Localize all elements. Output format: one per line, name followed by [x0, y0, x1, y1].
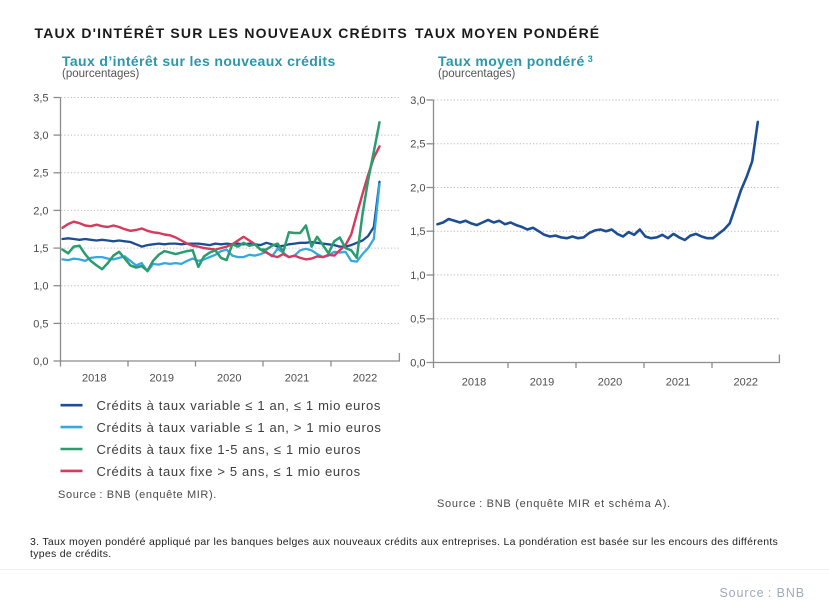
svg-text:1,5: 1,5: [33, 243, 48, 255]
svg-text:2,5: 2,5: [33, 168, 48, 180]
svg-text:2022: 2022: [734, 377, 758, 389]
svg-text:2,0: 2,0: [33, 205, 48, 217]
svg-text:0,5: 0,5: [33, 318, 48, 330]
svg-text:2020: 2020: [217, 373, 241, 385]
svg-text:3,5: 3,5: [33, 92, 48, 104]
svg-text:0,0: 0,0: [410, 357, 425, 369]
svg-text:2021: 2021: [285, 373, 309, 385]
svg-text:1,0: 1,0: [410, 270, 425, 282]
svg-text:0,5: 0,5: [410, 314, 425, 326]
svg-text:2019: 2019: [530, 377, 554, 389]
svg-text:3,0: 3,0: [410, 95, 425, 107]
svg-text:2021: 2021: [666, 377, 690, 389]
svg-text:2,5: 2,5: [410, 139, 425, 151]
svg-text:1,0: 1,0: [33, 281, 48, 293]
svg-text:2018: 2018: [462, 377, 486, 389]
svg-text:2020: 2020: [598, 377, 622, 389]
svg-text:3,0: 3,0: [33, 130, 48, 142]
svg-text:2018: 2018: [82, 373, 106, 385]
svg-text:2019: 2019: [150, 373, 174, 385]
svg-text:0,0: 0,0: [33, 356, 48, 368]
svg-text:2,0: 2,0: [410, 182, 425, 194]
svg-text:1,5: 1,5: [410, 226, 425, 238]
svg-text:2022: 2022: [353, 373, 377, 385]
